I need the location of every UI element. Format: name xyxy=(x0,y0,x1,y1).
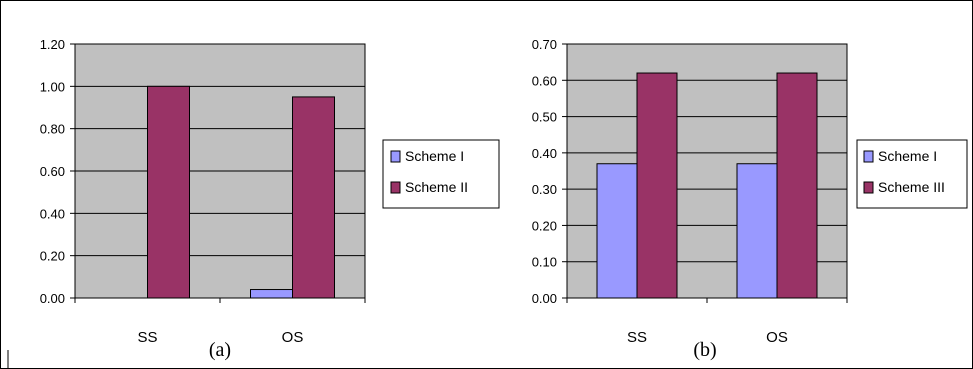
chart-b-caption: (b) xyxy=(693,339,716,361)
chartA-bar-scheme-i-os xyxy=(250,289,293,299)
chart-a-caption: (a) xyxy=(209,339,231,361)
chartA-x-label-os: OS xyxy=(282,329,304,346)
chart-b-legend-label-scheme-i: Scheme I xyxy=(878,148,937,164)
chart-b-legend-box xyxy=(856,139,968,209)
chart-a-y-ticks: 0.00 0.20 0.40 0.60 0.80 1.00 1.20 xyxy=(40,37,75,306)
chart-a-legend-swatch-scheme-ii xyxy=(390,181,401,194)
chart-a: 0.00 0.20 0.40 0.60 0.80 1.00 1.20 SS OS (a) Sc… xyxy=(40,37,500,361)
chartB-y-tick-label-3: 0.30 xyxy=(532,182,557,197)
chartA-bar-scheme-ii-ss xyxy=(147,85,190,299)
chartA-y-tick-label-4: 0.80 xyxy=(40,122,65,137)
chartA-bar-scheme-ii-os xyxy=(292,96,335,299)
chartB-y-tick-label-5: 0.50 xyxy=(532,110,557,125)
chartA-y-tick-label-0: 0.00 xyxy=(40,291,65,306)
chart-a-legend-label-scheme-ii: Scheme II xyxy=(405,179,468,195)
chart-b-legend-swatch-scheme-i xyxy=(863,150,874,163)
chartB-y-tick-label-0: 0.00 xyxy=(532,291,557,306)
chartB-bar-scheme-iii-os xyxy=(776,72,818,299)
chartB-y-tick-label-7: 0.70 xyxy=(532,37,557,52)
chartB-y-tick-label-4: 0.40 xyxy=(532,146,557,161)
chart-a-categories: SS OS xyxy=(74,298,366,346)
chartA-y-tick-label-2: 0.40 xyxy=(40,206,65,221)
chartB-bar-scheme-i-ss xyxy=(596,163,638,299)
chartB-bar-scheme-i-os xyxy=(736,163,778,299)
chart-b-categories: SS OS xyxy=(566,298,848,346)
chart-b-legend: Scheme I Scheme III xyxy=(856,139,968,209)
chartA-x-label-ss: SS xyxy=(137,329,157,346)
chart-a-legend-label-scheme-i: Scheme I xyxy=(405,148,464,164)
chart-a-legend: Scheme I Scheme II xyxy=(382,139,500,209)
chartB-y-tick-label-1: 0.10 xyxy=(532,255,557,270)
chartB-x-label-ss: SS xyxy=(627,329,647,346)
chartA-y-tick-label-3: 0.60 xyxy=(40,164,65,179)
chartB-bar-scheme-iii-ss xyxy=(636,72,678,299)
chartA-y-tick-label-1: 0.20 xyxy=(40,249,65,264)
chart-b-legend-label-scheme-iii: Scheme III xyxy=(878,179,945,195)
chart-a-legend-box xyxy=(382,139,500,209)
chart-a-legend-swatch-scheme-i xyxy=(390,150,401,163)
chartB-x-label-os: OS xyxy=(766,329,788,346)
chartA-y-tick-label-6: 1.20 xyxy=(40,37,65,52)
chart-b-legend-swatch-scheme-iii xyxy=(863,181,874,194)
chartB-y-tick-label-2: 0.20 xyxy=(532,218,557,233)
chart-a-bars xyxy=(147,85,335,299)
chart-b-y-ticks: 0.00 0.10 0.20 0.30 0.40 0.50 0.60 0.70 xyxy=(532,37,567,306)
chart-b-bars xyxy=(596,72,818,299)
chartA-y-tick-label-5: 1.00 xyxy=(40,79,65,94)
chartB-y-tick-label-6: 0.60 xyxy=(532,73,557,88)
chart-b: 0.00 0.10 0.20 0.30 0.40 0.50 0.60 0.70 SS OS (b… xyxy=(532,37,968,361)
